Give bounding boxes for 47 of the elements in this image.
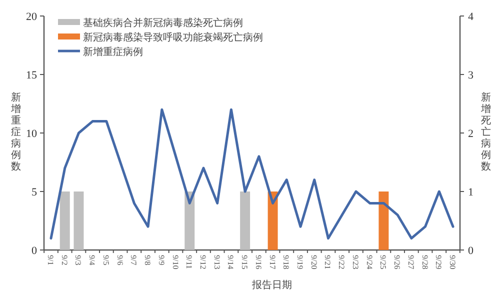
y-tick-label: 20: [26, 11, 38, 23]
y-tick-label: 10: [26, 128, 38, 140]
x-tick-label: 9/24: [364, 255, 374, 270]
x-tick-label: 9/21: [323, 255, 332, 270]
y2-axis-title: 新增死亡病例数: [480, 92, 491, 172]
y-tick-label: 5: [32, 186, 38, 198]
x-tick-label: 9/3: [74, 255, 83, 266]
x-tick-label: 9/14: [226, 255, 236, 270]
x-tick-label: 9/26: [392, 255, 402, 270]
x-tick-label: 9/16: [254, 255, 263, 270]
x-tick-label: 9/9: [156, 255, 166, 266]
x-tick-label: 9/12: [198, 255, 208, 270]
x-tick-label: 9/4: [88, 255, 97, 266]
legend-label: 新增重症病例: [83, 46, 143, 58]
y-tick-label: 15: [26, 70, 38, 82]
x-tick-label: 9/15: [240, 255, 250, 270]
x-tick-label: 9/11: [184, 255, 194, 269]
x-tick-label: 9/6: [115, 255, 124, 266]
y-axis-title: 新增重症病例数: [10, 92, 21, 172]
legend-label: 基础疾病合并新冠病毒感染死亡病例: [83, 17, 243, 29]
y2-tick-label: 3: [468, 70, 474, 82]
x-tick-label: 9/1: [46, 255, 55, 266]
x-tick-label: 9/10: [170, 255, 180, 270]
x-tick-label: 9/22: [337, 255, 346, 270]
x-tick-label: 9/23: [350, 255, 360, 270]
x-tick-label: 9/13: [212, 255, 222, 270]
y2-tick-label: 1: [468, 186, 474, 198]
y2-tick-label: 0: [468, 245, 474, 257]
x-tick-label: 9/7: [129, 255, 138, 266]
y2-tick-label: 4: [468, 11, 474, 23]
legend-label: 新冠病毒感染导致呼吸功能衰竭死亡病例: [83, 32, 263, 44]
y2-tick-label: 2: [468, 128, 474, 140]
x-tick-label: 9/2: [60, 255, 69, 266]
x-tick-label: 9/18: [282, 255, 291, 270]
y-tick-label: 0: [32, 245, 38, 257]
x-tick-label: 9/20: [309, 255, 318, 270]
x-tick-label: 9/27: [406, 255, 416, 270]
x-tick-label: 9/5: [101, 255, 110, 266]
x-tick-label: 9/19: [296, 255, 305, 270]
x-axis-title: 报告日期: [251, 279, 292, 291]
x-tick-label: 9/28: [420, 255, 430, 270]
line-series: [50, 108, 454, 240]
x-tick-label: 9/29: [434, 255, 444, 270]
x-tick-label: 9/25: [378, 255, 388, 270]
x-tick-label: 9/30: [448, 255, 457, 270]
x-tick-label: 9/8: [143, 255, 152, 266]
x-tick-label: 9/17: [268, 255, 277, 270]
